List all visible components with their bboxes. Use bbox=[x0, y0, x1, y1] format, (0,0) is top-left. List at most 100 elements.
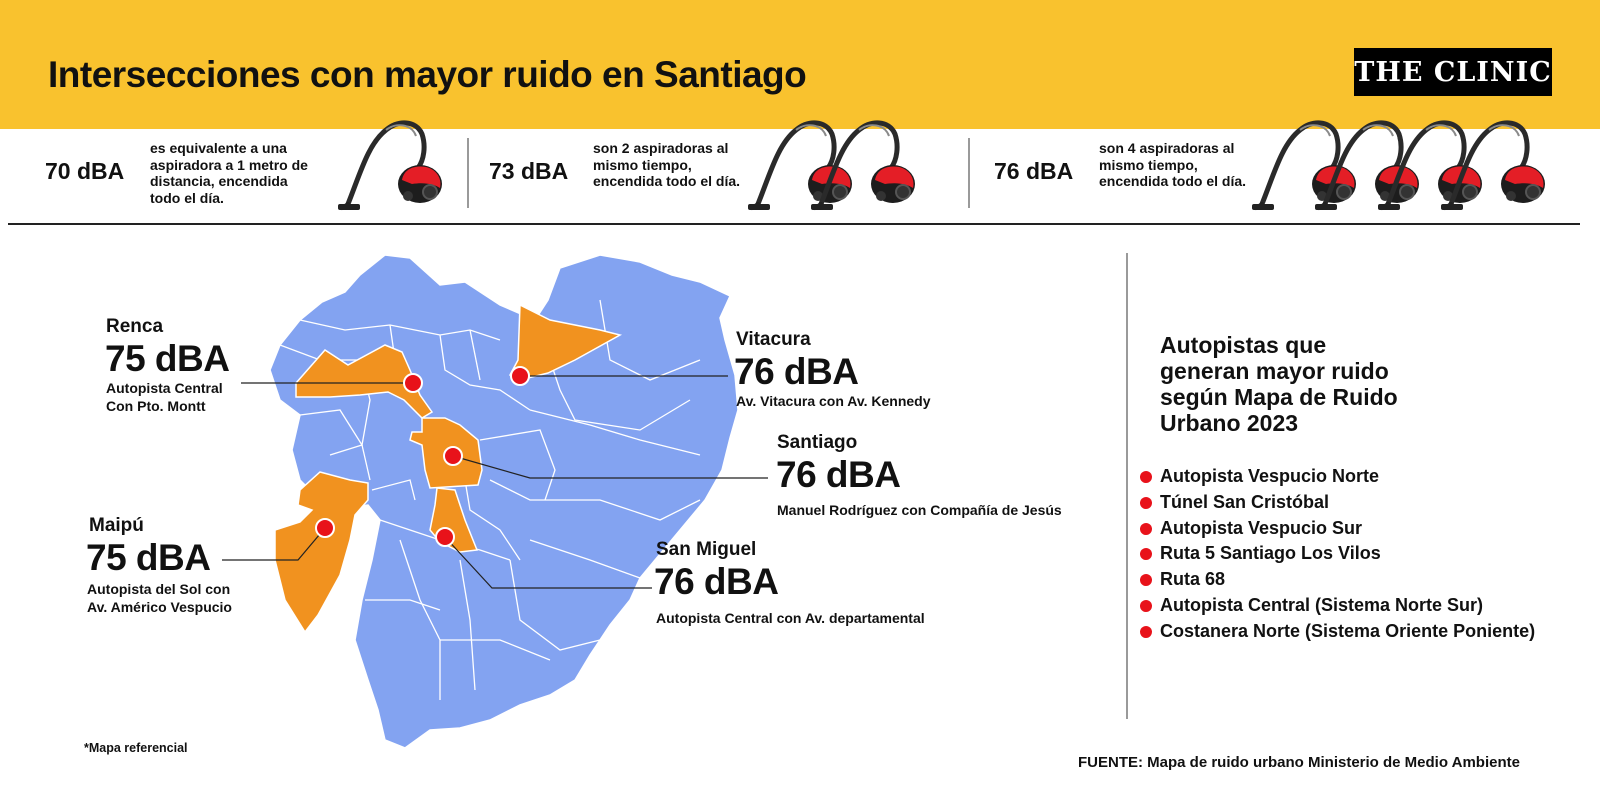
page-title: Intersecciones con mayor ruido en Santia… bbox=[48, 54, 807, 95]
strip-line: son 2 aspiradoras al bbox=[593, 140, 729, 156]
vacuum-cleaner-icon bbox=[1441, 114, 1549, 217]
location-name: San Miguel bbox=[656, 539, 757, 560]
marker-renca bbox=[403, 373, 423, 393]
list-item: Autopista Central (Sistema Norte Sur) bbox=[1140, 593, 1535, 619]
list-item-label: Ruta 68 bbox=[1160, 569, 1226, 590]
marker-vitacura bbox=[510, 366, 530, 386]
location-desc: Autopista Central con Av. departamental bbox=[656, 609, 925, 627]
list-item: Autopista Vespucio Norte bbox=[1140, 464, 1535, 490]
bullet-dot-icon bbox=[1140, 574, 1152, 587]
commune-border bbox=[299, 409, 363, 456]
location-desc-line: Con Pto. Montt bbox=[106, 398, 206, 414]
location-db: 75 dBA bbox=[86, 537, 211, 578]
callout-line-maipu bbox=[222, 527, 326, 561]
maipu-commune bbox=[274, 471, 369, 634]
callout-lines bbox=[222, 375, 768, 589]
strip-text-70: es equivalente a una aspiradora a 1 metr… bbox=[150, 140, 308, 206]
bullet-dot-icon bbox=[1140, 548, 1152, 561]
location-desc: Av. Vitacura con Av. Kennedy bbox=[736, 392, 931, 410]
list-item: Autopista Vespucio Sur bbox=[1140, 516, 1535, 542]
list-item-label: Autopista Vespucio Norte bbox=[1160, 466, 1380, 486]
strip-line: encendida todo el día. bbox=[1099, 173, 1247, 189]
strip-divider bbox=[467, 138, 469, 208]
commune-border bbox=[371, 479, 416, 501]
list-item-label: Costanera Norte (Sistema Oriente Ponient… bbox=[1160, 620, 1536, 641]
commune-border bbox=[440, 639, 551, 661]
commune-border bbox=[489, 479, 701, 521]
location-db: 76 dBA bbox=[776, 454, 901, 495]
map-note: *Mapa referencial bbox=[84, 741, 188, 755]
strip-bottom-rule bbox=[8, 223, 1580, 225]
commune-border bbox=[529, 539, 641, 579]
strip-db-70: 70 dBA bbox=[45, 158, 125, 184]
location-desc-line: Av. Vitacura con Av. Kennedy bbox=[736, 393, 931, 409]
vitacura-commune bbox=[508, 303, 623, 381]
header-banner: Intersecciones con mayor ruido en Santia… bbox=[0, 0, 1600, 129]
strip-line: aspiradora a 1 metro de bbox=[150, 156, 308, 173]
callout-line-santiago bbox=[452, 455, 768, 479]
location-name: Santiago bbox=[777, 432, 858, 453]
sidebar-title-line: generan mayor ruido bbox=[1160, 358, 1389, 384]
bullet-dot-icon bbox=[1140, 599, 1152, 612]
list-item-label: Túnel San Cristóbal bbox=[1160, 491, 1330, 512]
sidebar-title-line: Urbano 2023 bbox=[1160, 410, 1299, 436]
commune-border bbox=[365, 599, 441, 611]
commune-border bbox=[529, 409, 701, 456]
strip-line: es equivalente a una bbox=[150, 140, 287, 156]
strip-db-76: 76 dBA bbox=[994, 158, 1074, 184]
strip-line: mismo tiempo, bbox=[1099, 156, 1198, 173]
sidebar-title-line: según Mapa de Ruido bbox=[1160, 384, 1398, 410]
commune-border bbox=[599, 299, 701, 381]
strip-line: encendida todo el día. bbox=[593, 173, 741, 189]
callout-line-san-miguel bbox=[444, 536, 652, 589]
location-name: Vitacura bbox=[736, 329, 811, 350]
list-item: Ruta 5 Santiago Los Vilos bbox=[1140, 541, 1535, 567]
bullet-dot-icon bbox=[1140, 496, 1152, 509]
commune-border bbox=[399, 539, 441, 700]
list-item-label: Autopista Central (Sistema Norte Sur) bbox=[1160, 594, 1484, 615]
location-desc: Autopista del Sol con Av. Américo Vespuc… bbox=[87, 580, 232, 616]
location-db: 75 dBA bbox=[105, 338, 230, 379]
vacuum-cleaner-icon bbox=[811, 114, 919, 217]
strip-text-73: son 2 aspiradoras al mismo tiempo, encen… bbox=[593, 140, 740, 190]
list-item-label: Autopista Vespucio Sur bbox=[1160, 517, 1363, 538]
strip-divider bbox=[968, 138, 970, 208]
highway-list: Autopista Vespucio Norte Túnel San Crist… bbox=[1140, 464, 1535, 645]
commune-border bbox=[459, 559, 476, 691]
location-desc-line: Autopista Central bbox=[106, 380, 223, 396]
renca-commune bbox=[295, 344, 434, 419]
strip-db-73: 73 dBA bbox=[489, 158, 569, 184]
list-item: Túnel San Cristóbal bbox=[1140, 490, 1535, 516]
strip-text-76: son 4 aspiradoras al mismo tiempo, encen… bbox=[1099, 140, 1246, 190]
location-desc-line: Autopista Central con Av. departamental bbox=[656, 610, 925, 626]
list-item-label: Ruta 5 Santiago Los Vilos bbox=[1160, 543, 1381, 564]
source-credit: FUENTE: Mapa de ruido urbano Ministerio … bbox=[1078, 754, 1520, 771]
location-desc: Autopista Central Con Pto. Montt bbox=[106, 379, 223, 415]
location-desc-line: Autopista del Sol con bbox=[87, 581, 231, 597]
marker-santiago bbox=[443, 446, 463, 466]
location-desc: Manuel Rodríguez con Compañía de Jesús bbox=[777, 501, 1062, 519]
sidebar-divider bbox=[1126, 253, 1128, 719]
location-desc-line: Manuel Rodríguez con Compañía de Jesús bbox=[777, 502, 1062, 518]
sidebar-title: Autopistas que generan mayor ruido según… bbox=[1160, 332, 1460, 436]
commune-border bbox=[439, 334, 531, 411]
location-db: 76 dBA bbox=[654, 561, 779, 602]
strip-line: mismo tiempo, bbox=[593, 156, 692, 173]
sidebar-title-line: Autopistas que bbox=[1160, 332, 1327, 358]
list-item: Costanera Norte (Sistema Oriente Ponient… bbox=[1140, 619, 1535, 645]
strip-line: distancia, encendida bbox=[150, 173, 288, 189]
location-db: 76 dBA bbox=[734, 351, 859, 392]
location-name: Renca bbox=[106, 316, 164, 337]
marker-maipu bbox=[315, 518, 335, 538]
marker-san-miguel bbox=[435, 527, 455, 547]
bullet-dot-icon bbox=[1140, 471, 1152, 483]
commune-border bbox=[479, 429, 556, 501]
bullet-dot-icon bbox=[1140, 522, 1152, 535]
strip-line: todo el día. bbox=[150, 189, 224, 206]
commune-border bbox=[469, 329, 481, 381]
strip-line: son 4 aspiradoras al bbox=[1099, 140, 1235, 156]
bullet-dot-icon bbox=[1140, 625, 1152, 638]
noise-markers bbox=[315, 366, 530, 547]
the-clinic-logo: THE CLINIC bbox=[1354, 48, 1552, 96]
